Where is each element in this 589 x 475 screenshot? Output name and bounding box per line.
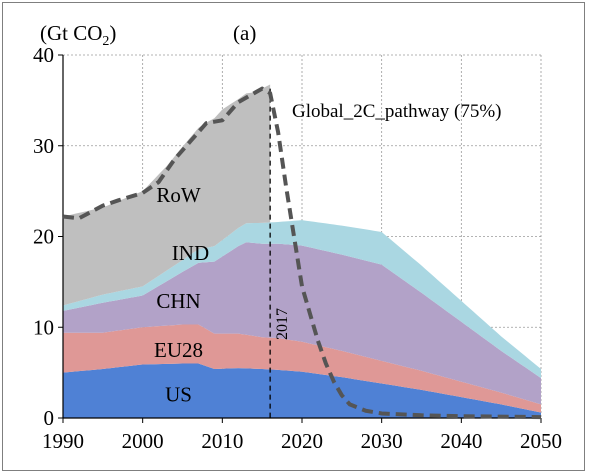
pathway-line-group bbox=[62, 86, 542, 420]
y-tick-label: 0 bbox=[44, 406, 55, 430]
panel-label: (a) bbox=[233, 21, 256, 45]
stacked-areas bbox=[63, 84, 541, 418]
x-tick-label: 2000 bbox=[122, 429, 164, 453]
area-row bbox=[63, 84, 271, 306]
x-tick-label: 2010 bbox=[201, 429, 243, 453]
area-eu28 bbox=[63, 324, 541, 413]
pathway-line bbox=[62, 86, 542, 420]
marker-label: 2017 bbox=[274, 308, 291, 340]
y-unit-label: (Gt CO2) bbox=[40, 21, 116, 49]
year-marker: 2017 bbox=[269, 88, 291, 418]
y-tick-label: 40 bbox=[33, 43, 54, 67]
series-label-ind: IND bbox=[172, 241, 209, 265]
series-label-eu28: EU28 bbox=[154, 338, 203, 362]
series-label-row: RoW bbox=[156, 183, 201, 207]
series-label-chn: CHN bbox=[156, 289, 200, 313]
x-tick-label: 2020 bbox=[281, 429, 323, 453]
area-chn bbox=[63, 242, 541, 405]
series-labels: US EU28 CHN IND RoW bbox=[154, 183, 209, 407]
x-tick-label: 2040 bbox=[440, 429, 482, 453]
y-tick-label: 10 bbox=[33, 315, 54, 339]
area-us bbox=[63, 363, 541, 418]
y-tick-label: 30 bbox=[33, 134, 54, 158]
series-label-us: US bbox=[165, 383, 192, 407]
y-tick-label: 20 bbox=[33, 225, 54, 249]
x-tick-label: 2050 bbox=[520, 429, 562, 453]
x-tick-label: 2030 bbox=[361, 429, 403, 453]
area-ind bbox=[63, 220, 541, 379]
pathway-label: Global_2C_pathway (75%) bbox=[292, 101, 501, 122]
x-tick-label: 1990 bbox=[42, 429, 84, 453]
